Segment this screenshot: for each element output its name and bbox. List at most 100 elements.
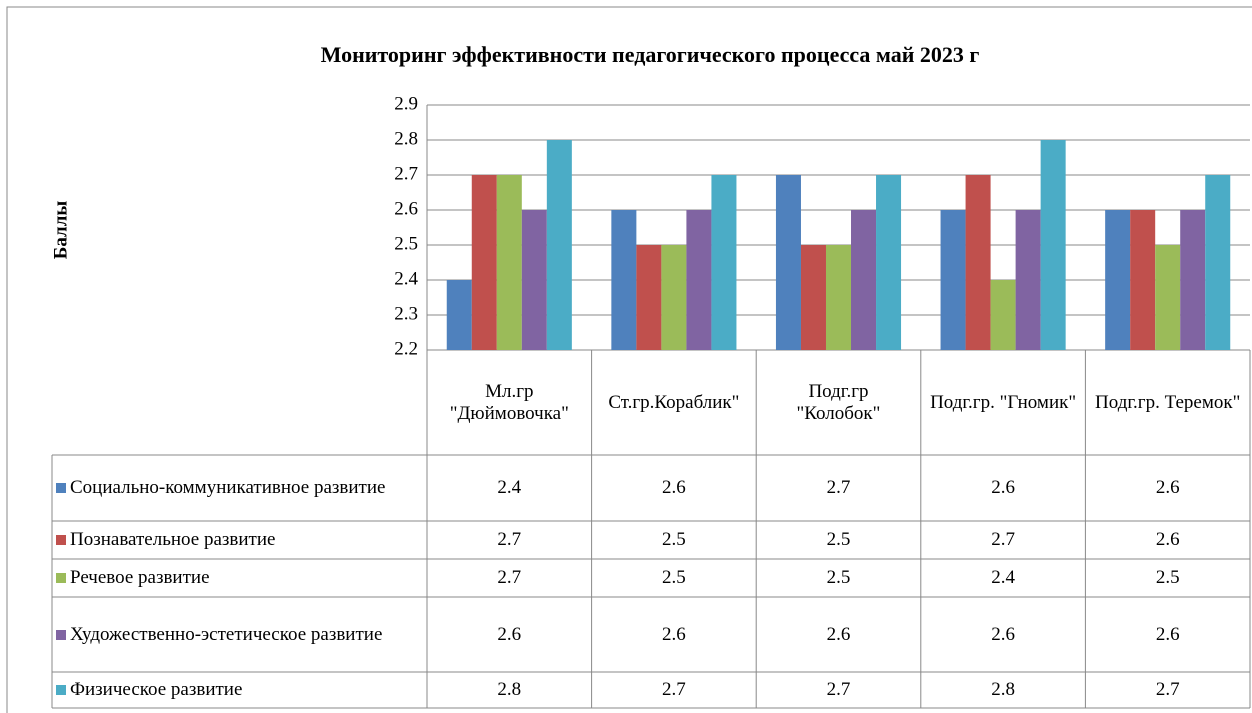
table-value: 2.5 — [1085, 559, 1250, 597]
bar — [711, 175, 737, 350]
legend-entry: Физическое развитие — [52, 672, 427, 708]
table-value: 2.6 — [592, 597, 757, 672]
table-value: 2.6 — [592, 455, 757, 521]
bar — [546, 140, 572, 350]
table-value: 2.6 — [1085, 455, 1250, 521]
y-tick-label: 2.6 — [394, 198, 418, 219]
bar — [521, 210, 547, 350]
table-value-text: 2.6 — [1155, 529, 1180, 550]
legend-entry: Социально-коммуникативное развитие — [52, 455, 427, 521]
category-label-text: Подг.гр. Теремок" — [1095, 391, 1241, 413]
legend-label: Художественно-эстетическое развитие — [70, 623, 383, 645]
bar — [775, 175, 801, 350]
table-value: 2.6 — [1085, 521, 1250, 559]
bar — [686, 210, 712, 350]
table-value-text: 2.7 — [497, 529, 522, 550]
legend-label: Физическое развитие — [70, 679, 243, 700]
bar — [611, 210, 637, 350]
table-value: 2.4 — [427, 455, 592, 521]
table-value-text: 2.6 — [662, 623, 686, 645]
table-value-text: 2.6 — [991, 623, 1015, 645]
legend-entry: Познавательное развитие — [52, 521, 427, 559]
category-label-text: Мл.гр "Дюймовочка" — [449, 380, 569, 424]
category-label: Подг.гр "Колобок" — [756, 350, 921, 455]
table-value: 2.4 — [921, 559, 1086, 597]
y-tick-label: 2.5 — [394, 233, 418, 254]
legend-entry: Речевое развитие — [52, 559, 427, 597]
bar — [965, 175, 991, 350]
bar — [1105, 210, 1131, 350]
bar — [446, 280, 472, 350]
table-value-text: 2.6 — [826, 623, 851, 645]
table-value: 2.5 — [756, 559, 921, 597]
table-value-text: 2.4 — [991, 567, 1015, 588]
table-value: 2.6 — [921, 455, 1086, 521]
legend-swatch — [56, 685, 66, 695]
category-label: Мл.гр "Дюймовочка" — [427, 350, 592, 455]
table-value: 2.5 — [756, 521, 921, 559]
bar — [661, 245, 687, 350]
bar — [496, 175, 522, 350]
bar — [1180, 210, 1206, 350]
bar — [1205, 175, 1231, 350]
table-value: 2.5 — [592, 559, 757, 597]
bar — [825, 245, 852, 350]
category-label-text: Ст.гр.Кораблик" — [608, 391, 740, 413]
bar — [1040, 140, 1066, 350]
table-value: 2.6 — [427, 597, 592, 672]
legend-label: Познавательное развитие — [70, 529, 276, 550]
legend-label: Речевое развитие — [70, 567, 210, 588]
table-value-text: 2.6 — [1155, 623, 1180, 645]
bar — [940, 210, 966, 350]
bar — [851, 210, 877, 350]
category-label-text: Подг.гр "Колобок" — [796, 380, 881, 424]
y-tick-label: 2.2 — [394, 338, 418, 359]
chart-title: Мониторинг эффективности педагогического… — [321, 42, 980, 67]
legend-swatch — [56, 535, 66, 545]
table-value: 2.7 — [756, 672, 921, 708]
table-value-text: 2.8 — [497, 679, 522, 700]
table-value-text: 2.7 — [991, 529, 1015, 550]
bar — [876, 175, 902, 350]
table-value-text: 2.7 — [662, 679, 686, 700]
category-label: Подг.гр. "Гномик" — [921, 350, 1086, 455]
table-value: 2.7 — [1085, 672, 1250, 708]
bar — [471, 175, 497, 350]
table-value: 2.6 — [756, 597, 921, 672]
bar — [1130, 210, 1156, 350]
y-tick-label: 2.8 — [394, 128, 418, 149]
bar — [990, 280, 1016, 350]
bar — [636, 245, 662, 350]
legend-entry: Художественно-эстетическое развитие — [52, 597, 427, 672]
legend-swatch — [56, 483, 66, 493]
table-value-text: 2.5 — [662, 529, 686, 550]
table-value-text: 2.4 — [497, 477, 522, 498]
y-tick-label: 2.7 — [394, 163, 418, 184]
y-tick-label: 2.9 — [394, 93, 418, 114]
table-value-text: 2.5 — [662, 567, 686, 588]
table-value-text: 2.7 — [826, 679, 851, 700]
table-value: 2.8 — [921, 672, 1086, 708]
table-value: 2.5 — [592, 521, 757, 559]
y-axis-label: Баллы — [50, 201, 71, 260]
table-value-text: 2.6 — [1155, 477, 1180, 498]
table-value: 2.6 — [1085, 597, 1250, 672]
legend-label: Социально-коммуникативное развитие — [70, 477, 386, 498]
bar — [800, 245, 826, 350]
table-value-text: 2.6 — [991, 477, 1015, 498]
table-value-text: 2.7 — [497, 567, 522, 588]
bar — [1015, 210, 1041, 350]
category-label-text: Подг.гр. "Гномик" — [930, 391, 1077, 413]
chart-frame — [6, 6, 1252, 713]
bar — [1155, 245, 1181, 350]
table-value-text: 2.5 — [1155, 567, 1180, 588]
table-value-text: 2.6 — [662, 477, 686, 498]
category-label: Подг.гр. Теремок" — [1085, 350, 1250, 455]
y-tick-label: 2.3 — [394, 303, 418, 324]
table-value-text: 2.6 — [497, 623, 522, 645]
y-tick-label: 2.4 — [394, 268, 418, 289]
table-value: 2.7 — [921, 521, 1086, 559]
table-value-text: 2.5 — [826, 529, 851, 550]
